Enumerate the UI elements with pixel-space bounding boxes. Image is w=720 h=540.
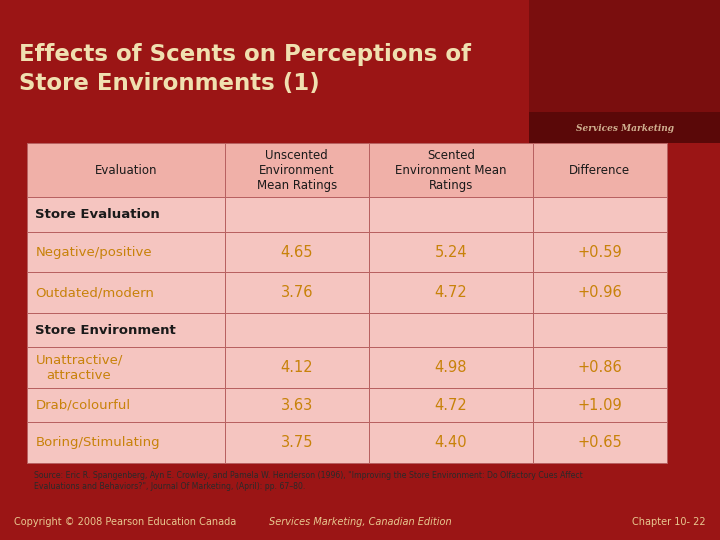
Text: Unscented
Environment
Mean Ratings: Unscented Environment Mean Ratings	[257, 148, 337, 192]
Bar	[533, 232, 667, 272]
Text: 4.65: 4.65	[281, 245, 313, 260]
Bar	[369, 197, 533, 232]
Text: Store Evaluation: Store Evaluation	[35, 208, 160, 221]
Bar	[369, 313, 533, 347]
Bar	[369, 388, 533, 422]
Bar	[533, 347, 667, 388]
Bar	[369, 232, 533, 272]
Bar	[225, 388, 369, 422]
Bar	[225, 272, 369, 313]
Bar	[369, 143, 533, 197]
Bar	[533, 313, 667, 347]
Text: 3.76: 3.76	[281, 285, 313, 300]
Text: Services Marketing: Services Marketing	[575, 124, 674, 133]
Text: Copyright © 2008 Pearson Education Canada: Copyright © 2008 Pearson Education Canad…	[14, 517, 237, 526]
Bar	[225, 313, 369, 347]
Text: Boring/Stimulating: Boring/Stimulating	[35, 436, 160, 449]
Text: Drab/colourful: Drab/colourful	[35, 399, 130, 411]
Bar	[225, 232, 369, 272]
Text: +0.96: +0.96	[577, 285, 622, 300]
Bar	[27, 197, 225, 232]
Bar	[27, 232, 225, 272]
Text: Effects of Scents on Perceptions of
Store Environments (1): Effects of Scents on Perceptions of Stor…	[19, 43, 471, 95]
Text: 4.72: 4.72	[434, 285, 467, 300]
Bar	[225, 347, 369, 388]
Bar	[27, 272, 225, 313]
Text: Outdated/modern: Outdated/modern	[35, 286, 154, 299]
Bar	[529, 112, 720, 143]
Text: +1.09: +1.09	[577, 397, 622, 413]
Text: 4.40: 4.40	[435, 435, 467, 450]
Bar	[27, 422, 225, 463]
Text: +0.59: +0.59	[577, 245, 622, 260]
Bar	[225, 197, 369, 232]
Bar	[533, 388, 667, 422]
Bar	[369, 347, 533, 388]
Text: Difference: Difference	[570, 164, 631, 177]
Text: 3.75: 3.75	[281, 435, 313, 450]
Text: Evaluation: Evaluation	[95, 164, 158, 177]
Bar	[529, 0, 720, 112]
Bar	[225, 422, 369, 463]
Text: Negative/positive: Negative/positive	[35, 246, 152, 259]
Bar	[369, 272, 533, 313]
Text: 5.24: 5.24	[435, 245, 467, 260]
Bar	[27, 143, 225, 197]
Text: 4.72: 4.72	[434, 397, 467, 413]
Text: Chapter 10- 22: Chapter 10- 22	[632, 517, 706, 526]
Text: +0.86: +0.86	[577, 360, 622, 375]
Text: Scented
Environment Mean
Ratings: Scented Environment Mean Ratings	[395, 148, 507, 192]
Text: 4.12: 4.12	[281, 360, 313, 375]
Text: Services Marketing, Canadian Edition: Services Marketing, Canadian Edition	[269, 517, 451, 526]
Bar	[533, 272, 667, 313]
Text: +0.65: +0.65	[577, 435, 622, 450]
Text: 3.63: 3.63	[281, 397, 313, 413]
Bar	[369, 422, 533, 463]
Text: Store Environment: Store Environment	[35, 323, 176, 336]
Bar	[533, 197, 667, 232]
Bar	[27, 388, 225, 422]
Bar	[533, 422, 667, 463]
Text: 4.98: 4.98	[435, 360, 467, 375]
Text: Source: Eric R. Spangenberg, Ayn E. Crowley, and Pamela W. Henderson (1996), "Im: Source: Eric R. Spangenberg, Ayn E. Crow…	[35, 471, 583, 491]
Bar	[27, 347, 225, 388]
Bar	[27, 313, 225, 347]
Bar	[533, 143, 667, 197]
Bar	[225, 143, 369, 197]
Text: Unattractive/
attractive: Unattractive/ attractive	[35, 354, 123, 382]
